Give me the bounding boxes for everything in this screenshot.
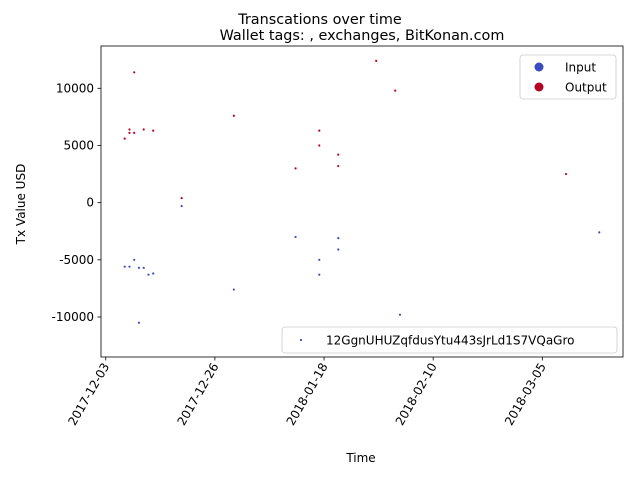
chart-suptitle: Transcations over time <box>237 12 402 28</box>
output-point-3 <box>133 131 136 134</box>
legend-bottom-label: 12GgnUHUZqfdusYtu443sJrLd1S7VQaGro <box>326 334 574 348</box>
input-point-1 <box>128 265 131 268</box>
input-point-8 <box>180 204 183 208</box>
output-point-12 <box>337 153 340 156</box>
x-tick-label-2: 2018-01-18 <box>284 361 331 428</box>
legend-bottom-box <box>281 326 618 354</box>
output-point-10 <box>318 129 321 132</box>
legend-bottom-marker <box>299 338 303 342</box>
x-tick-label-1: 2017-12-26 <box>174 361 221 428</box>
input-point-15 <box>398 313 402 316</box>
output-point-8 <box>232 114 235 117</box>
y-tick-label-2: 0 <box>86 196 94 210</box>
output-point-11 <box>318 144 321 147</box>
output-point-16 <box>564 172 568 176</box>
y-tick-label-1: -5000 <box>59 253 94 267</box>
y-axis-label: Tx Value USD <box>14 164 28 246</box>
y-tick-label-4: 10000 <box>56 81 94 95</box>
input-point-12 <box>318 273 321 276</box>
output-point-14 <box>375 59 378 62</box>
output-point-6 <box>152 129 155 132</box>
input-point-3 <box>137 266 141 269</box>
input-point-0 <box>123 265 126 268</box>
legend-label-1: Output <box>565 81 607 95</box>
output-point-0 <box>123 137 126 140</box>
legend-top: Input Output <box>519 54 617 100</box>
output-point-15 <box>394 89 397 92</box>
x-tick-label-3: 2018-02-10 <box>393 361 440 428</box>
legend-marker-0 <box>534 62 544 72</box>
input-point-9 <box>232 288 235 291</box>
input-point-2 <box>133 258 136 261</box>
y-tick-label-3: 5000 <box>63 138 94 152</box>
input-point-11 <box>318 258 321 261</box>
output-point-7 <box>180 196 183 200</box>
input-point-10 <box>294 235 297 239</box>
x-axis-label: Time <box>345 451 375 465</box>
output-point-2 <box>128 131 131 134</box>
input-point-14 <box>337 248 340 251</box>
x-tick-label-0: 2017-12-03 <box>65 361 112 428</box>
x-tick-label-4: 2018-03-05 <box>502 361 549 428</box>
legend-top-box <box>519 54 617 100</box>
output-point-5 <box>142 128 145 131</box>
legend-label-0: Input <box>565 61 596 75</box>
input-point-16 <box>598 231 601 234</box>
chart-title: Wallet tags: , exchanges, BitKonan.com <box>220 28 505 44</box>
output-point-9 <box>294 167 297 170</box>
y-tick-label-0: -10000 <box>51 310 94 324</box>
output-point-4 <box>133 71 136 74</box>
legend-marker-1 <box>534 82 544 92</box>
output-point-13 <box>337 164 340 168</box>
output-point-1 <box>128 128 131 131</box>
input-point-13 <box>337 236 340 240</box>
input-point-6 <box>147 273 150 276</box>
axes-frame <box>100 45 624 358</box>
legend-bottom: 12GgnUHUZqfdusYtu443sJrLd1S7VQaGro <box>281 326 618 354</box>
plot-area: -10000 -5000 0 5000 10000 2017-12-03 2017-12-2… <box>51 45 624 428</box>
input-point-4 <box>142 266 145 269</box>
input-point-5 <box>137 321 141 324</box>
input-point-7 <box>152 272 155 275</box>
